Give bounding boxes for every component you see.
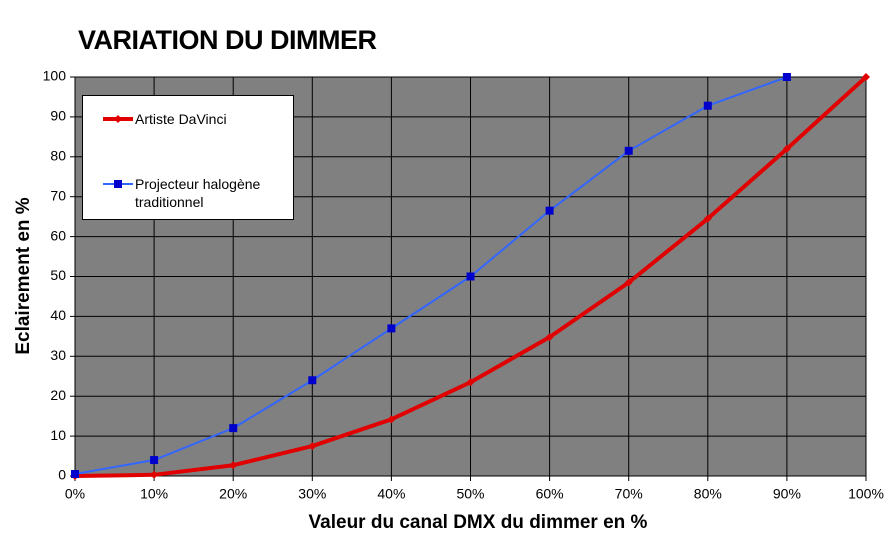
data-point [466, 272, 475, 281]
x-tick-label: 20% [219, 486, 247, 502]
x-axis-label: Valeur du canal DMX du dimmer en % [309, 512, 648, 533]
x-tick-label: 50% [456, 486, 484, 502]
y-tick-label: 0 [58, 467, 66, 483]
legend-item: Projecteur halogène traditionnel [103, 175, 295, 211]
data-point [782, 144, 791, 153]
y-tick-label: 20 [50, 387, 66, 403]
x-tick-label: 100% [848, 486, 884, 502]
legend-label: Artiste DaVinci [135, 111, 227, 127]
x-tick-label: 80% [694, 486, 722, 502]
series-line [74, 76, 788, 475]
data-point [150, 470, 159, 479]
x-tick-label: 90% [773, 486, 801, 502]
data-point [624, 278, 633, 287]
legend-item: Artiste DaVinci [103, 110, 295, 128]
data-point [150, 456, 159, 465]
x-tick-label: 30% [298, 486, 326, 502]
legend: Artiste DaVinci Projecteur halogène tradi… [82, 95, 294, 220]
x-tick-label: 10% [140, 486, 168, 502]
x-tick-label: 60% [536, 486, 564, 502]
data-point [229, 461, 238, 470]
y-tick-label: 90 [50, 108, 66, 124]
data-point [782, 73, 791, 81]
data-point [387, 415, 396, 424]
data-point [71, 470, 79, 479]
data-point [545, 333, 554, 342]
data-point [862, 73, 870, 81]
data-point [308, 376, 317, 385]
data-point [703, 101, 712, 110]
x-tick-label: 0% [65, 486, 85, 502]
y-tick-label: 30 [50, 347, 66, 363]
y-tick-label: 70 [50, 187, 66, 203]
x-tick-label: 40% [377, 486, 405, 502]
y-tick-label: 50 [50, 267, 66, 283]
data-point [308, 442, 317, 451]
data-point [545, 206, 554, 215]
data-point [229, 424, 238, 433]
data-point [387, 324, 396, 333]
legend-label: Projecteur halogène traditionnel [135, 176, 261, 210]
legend-marker [114, 180, 122, 188]
y-tick-label: 100 [43, 68, 67, 84]
y-tick-label: 10 [50, 427, 66, 443]
legend-marker [114, 115, 122, 123]
data-point [624, 146, 633, 155]
data-point [466, 378, 475, 387]
y-axis-label: Eclairement en % [13, 197, 34, 354]
legend-swatch [103, 115, 133, 123]
chart-title: VARIATION DU DIMMER [78, 25, 376, 55]
data-point [703, 214, 712, 223]
y-tick-label: 40 [50, 307, 66, 323]
y-tick-label: 80 [50, 148, 66, 164]
y-tick-label: 60 [50, 227, 66, 243]
x-tick-label: 70% [615, 486, 643, 502]
legend-swatch [103, 180, 133, 188]
